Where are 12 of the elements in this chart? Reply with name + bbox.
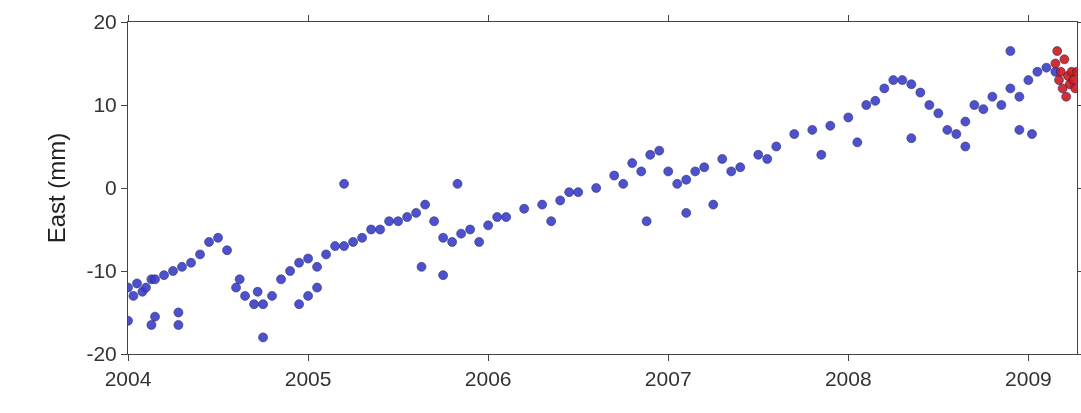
y-tick-label: 10 [93, 93, 117, 117]
x-tick-label: 2008 [824, 367, 872, 391]
x-tick-label: 2009 [1005, 367, 1052, 391]
y-tick-label: 20 [93, 10, 117, 34]
x-tick-label: 2004 [104, 367, 152, 391]
y-tick-label: -20 [86, 342, 117, 366]
y-tick-label: -10 [86, 259, 117, 283]
y-tick-label: 0 [105, 176, 117, 200]
y-axis-title: East (mm) [42, 132, 70, 244]
x-tick-label: 2005 [284, 367, 332, 391]
x-tick-label: 2007 [644, 367, 692, 391]
x-tick-label: 2006 [464, 367, 512, 391]
